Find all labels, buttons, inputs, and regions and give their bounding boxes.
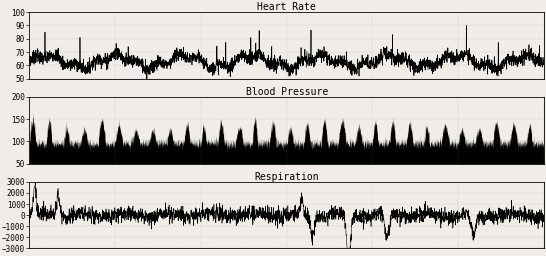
Title: Blood Pressure: Blood Pressure <box>246 87 328 97</box>
Title: Respiration: Respiration <box>254 172 319 182</box>
Title: Heart Rate: Heart Rate <box>257 2 316 12</box>
